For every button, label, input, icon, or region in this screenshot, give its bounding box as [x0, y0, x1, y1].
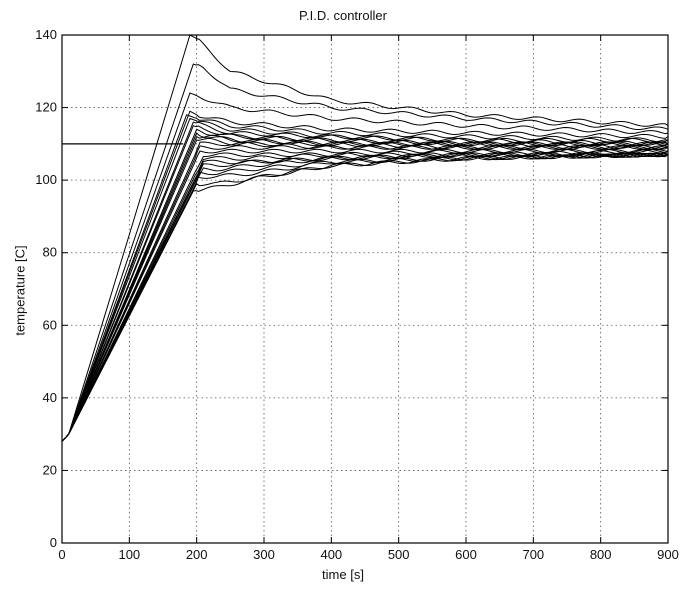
x-tick-label: 800 [590, 547, 612, 562]
y-axis-label: temperature [C] [12, 245, 28, 336]
series-line-16 [61, 148, 669, 442]
y-tick-label: 100 [35, 172, 57, 187]
series-line-6 [61, 117, 669, 442]
x-tick-label: 700 [522, 547, 544, 562]
y-tick-label: 20 [43, 462, 57, 477]
series-line-24 [61, 152, 669, 442]
x-tick-label: 900 [657, 547, 679, 562]
series-line-7 [61, 121, 669, 442]
y-tick-label: 120 [35, 100, 57, 115]
tick-layer: 0 100 200 300 400 500 600 700 800 900 0 20 40 60 80 100… [35, 27, 679, 562]
x-tick-label: 600 [455, 547, 477, 562]
y-tick-label: 140 [35, 27, 57, 42]
axes-layer [61, 34, 669, 544]
series-line-5 [61, 114, 669, 442]
series-line-2 [61, 63, 669, 442]
series-line-8 [61, 125, 669, 442]
series-line-14 [61, 145, 669, 442]
x-tick-label: 300 [253, 547, 275, 562]
plot-frame [61, 34, 669, 544]
x-axis-label: time [s] [322, 567, 364, 582]
series-line-13 [61, 141, 669, 442]
grid-layer [62, 35, 668, 543]
series-line-4 [61, 110, 669, 442]
series-line-22 [61, 152, 669, 442]
series-line-11 [61, 134, 669, 442]
series-line-9 [61, 128, 669, 442]
x-tick-label: 400 [320, 547, 342, 562]
y-tick-label: 60 [43, 317, 57, 332]
series-line-10 [61, 132, 669, 442]
series-line-1 [61, 34, 669, 442]
y-tick-label: 40 [43, 390, 57, 405]
x-tick-label: 200 [186, 547, 208, 562]
y-tick-label: 0 [50, 535, 57, 550]
series-layer [61, 34, 669, 442]
x-tick-label: 500 [388, 547, 410, 562]
x-tick-label: 0 [58, 547, 65, 562]
chart-title: P.I.D. controller [299, 8, 387, 23]
y-tick-label: 80 [43, 245, 57, 260]
series-line-3 [61, 92, 669, 442]
x-tick-label: 100 [118, 547, 140, 562]
